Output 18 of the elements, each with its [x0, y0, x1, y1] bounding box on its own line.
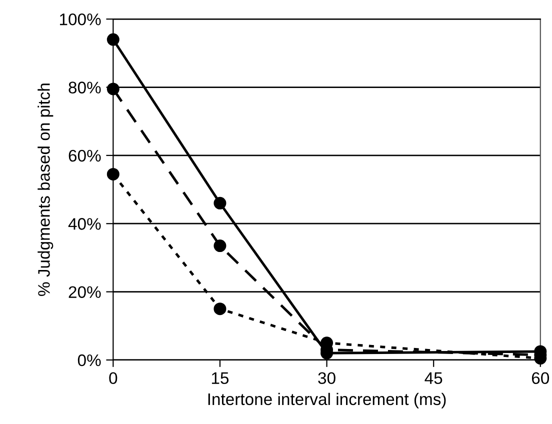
x-tick-label: 45: [424, 372, 442, 384]
y-tick-label: 40%: [68, 218, 101, 230]
x-tick-label: 60: [532, 372, 550, 384]
y-tick-label: 80%: [68, 82, 101, 94]
y-tick-label: 20%: [68, 286, 101, 298]
point: [214, 302, 226, 316]
x-tick-label: 15: [212, 372, 229, 384]
y-axis-title: % Judgments based on pitch: [38, 84, 54, 296]
x-axis-title: Intertone interval increment (ms): [208, 392, 446, 408]
x-tick-label: 0: [109, 372, 118, 384]
y-tick-label: 60%: [68, 150, 101, 162]
x-tick-label: 30: [318, 372, 336, 384]
point: [214, 196, 226, 210]
y-tick-label: 0%: [78, 354, 101, 366]
y-tick-label: 100%: [60, 13, 101, 26]
point: [106, 168, 120, 180]
point: [106, 33, 120, 46]
point: [214, 240, 226, 252]
